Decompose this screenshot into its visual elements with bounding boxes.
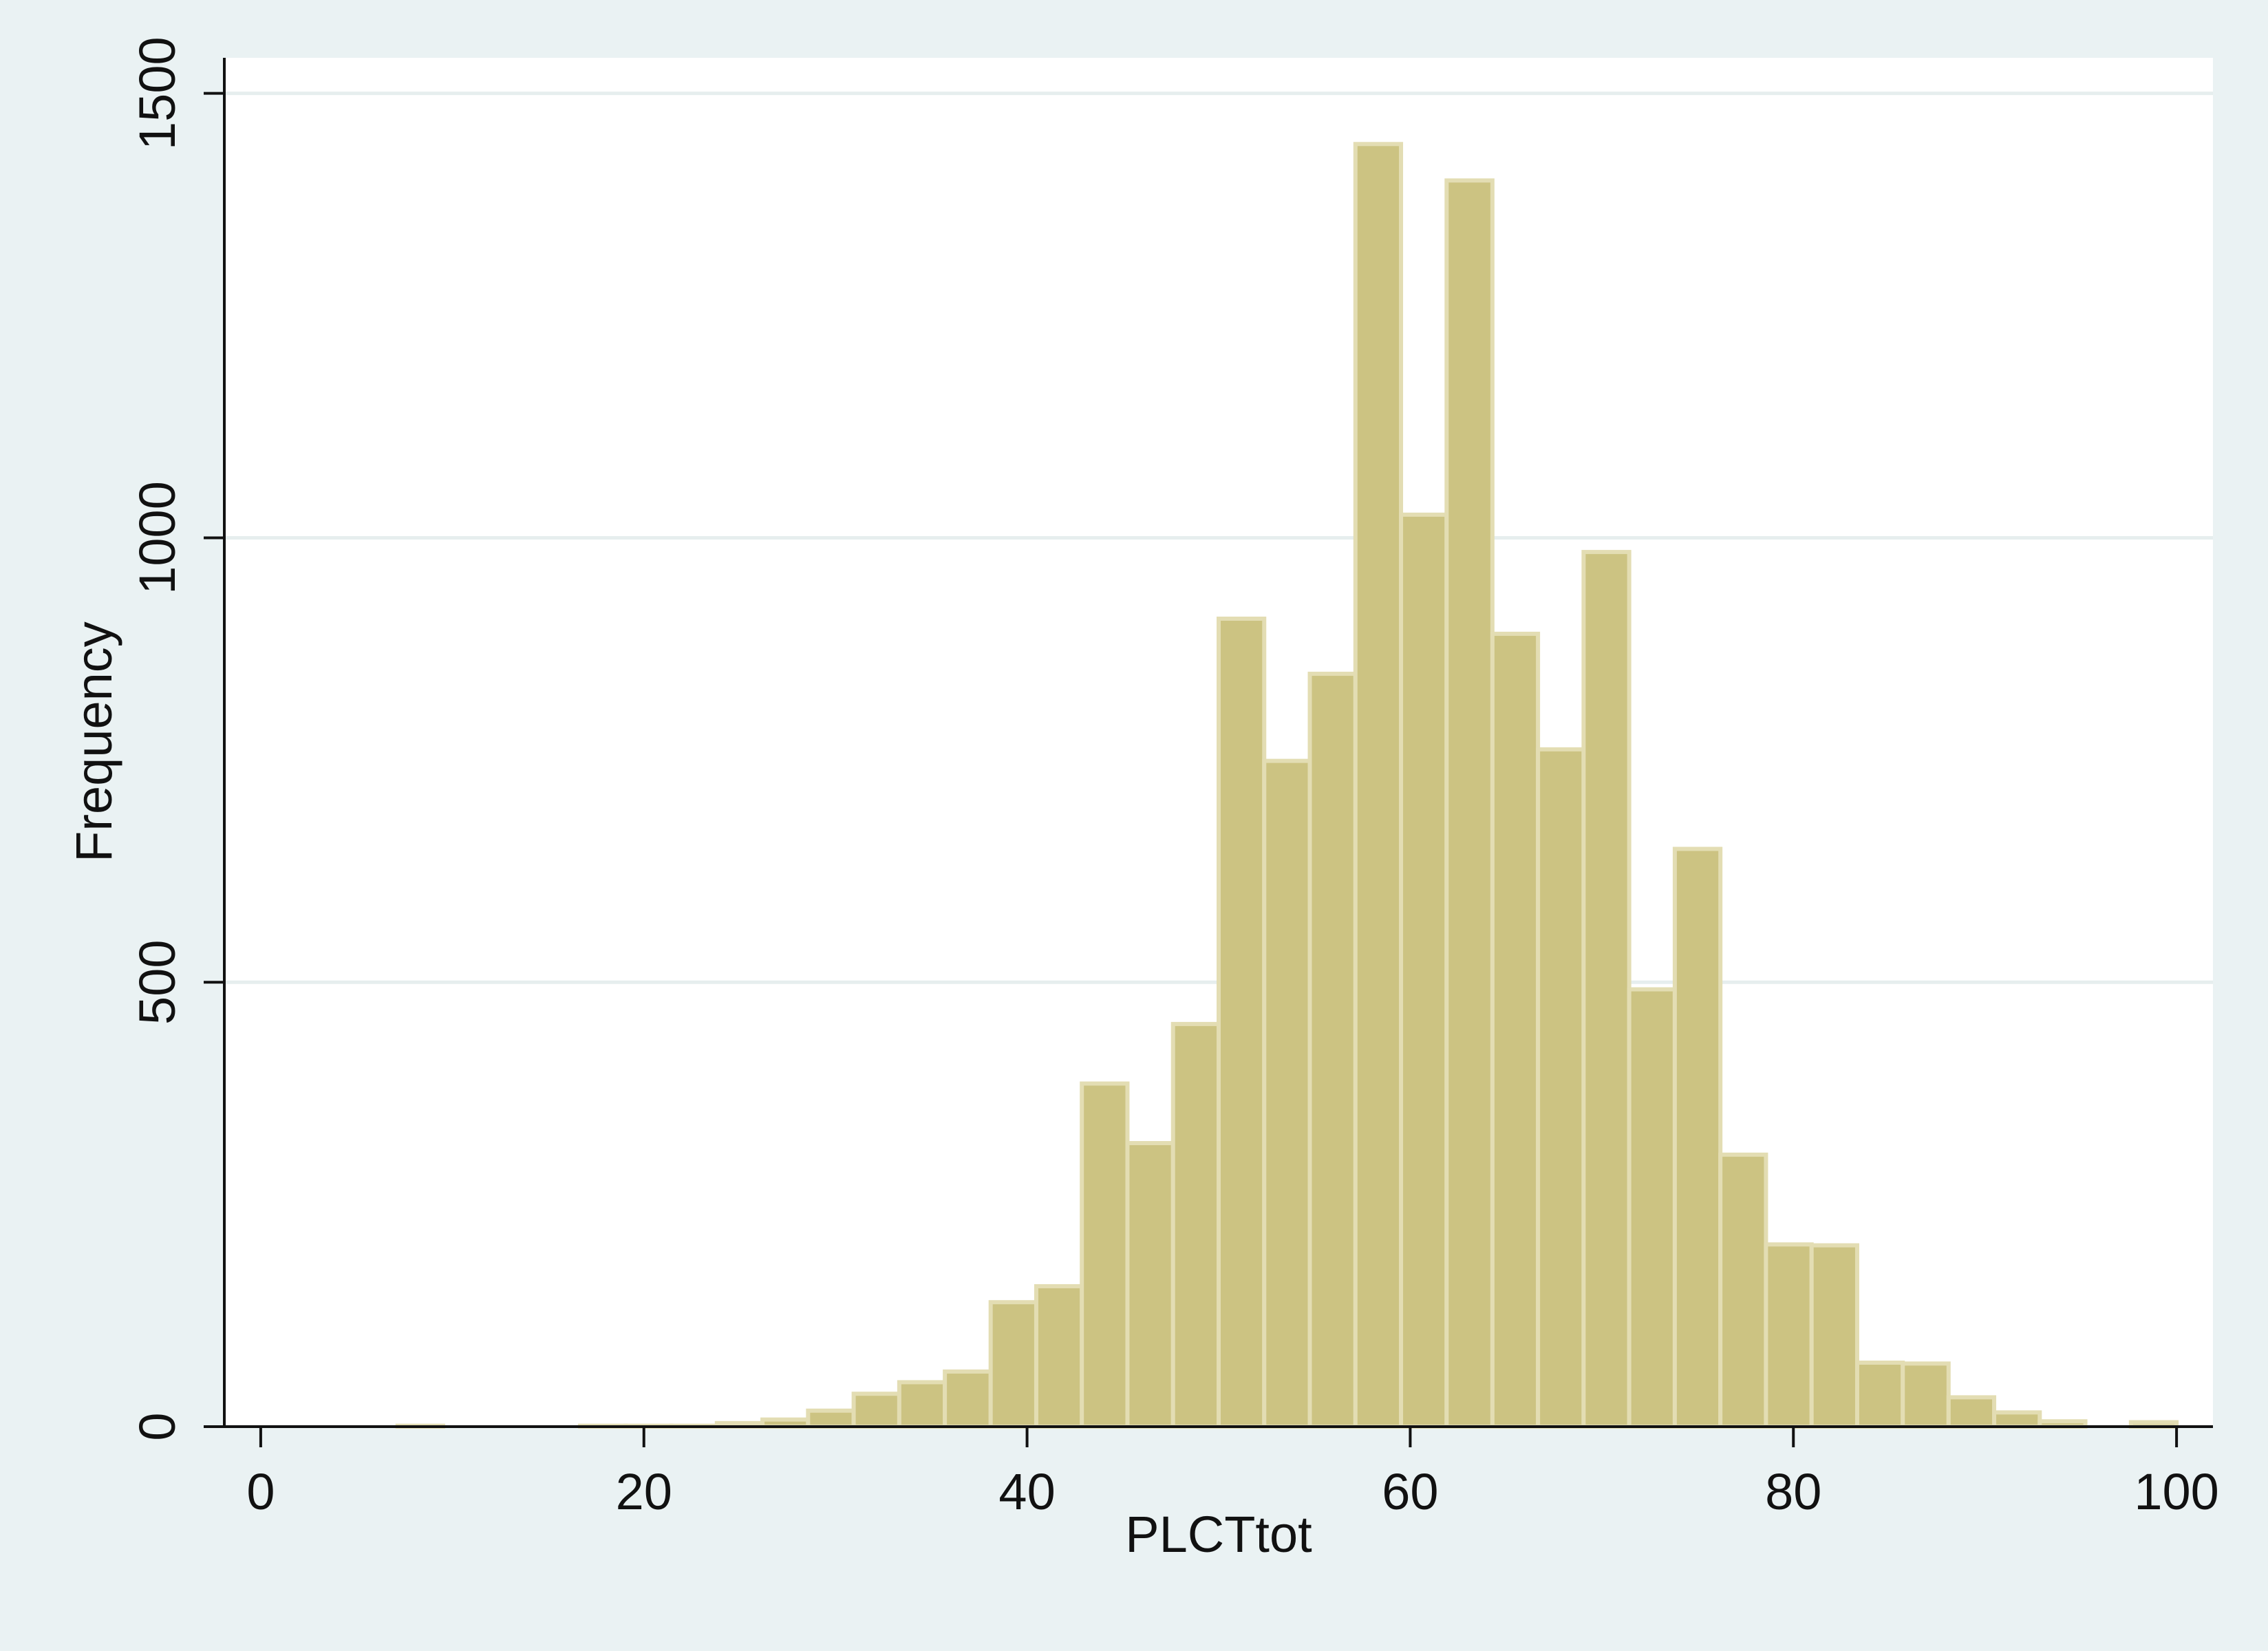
- bar: [1854, 1361, 1905, 1429]
- axes: 0 500 1000 1500 0 20 40 60 80 100: [129, 36, 2219, 1520]
- bar: [1125, 1140, 1175, 1429]
- bar: [1992, 1410, 2042, 1429]
- bar: [1809, 1243, 1859, 1429]
- bar: [897, 1380, 948, 1429]
- x-tick-label: 100: [2134, 1463, 2218, 1520]
- bar: [988, 1300, 1038, 1429]
- x-tick-label: 60: [1382, 1463, 1438, 1520]
- y-tick-label: 500: [129, 939, 186, 1024]
- bar: [1581, 550, 1632, 1429]
- bar: [1718, 1152, 1768, 1429]
- bar: [1262, 758, 1312, 1429]
- bar: [943, 1369, 993, 1429]
- bar: [1901, 1361, 1951, 1429]
- x-tick-label: 0: [246, 1463, 275, 1520]
- bar: [1170, 1021, 1221, 1429]
- bar: [1217, 616, 1267, 1429]
- bar: [851, 1392, 901, 1429]
- bar: [1536, 747, 1586, 1429]
- bar: [1399, 512, 1449, 1429]
- x-tick-label: 80: [1765, 1463, 1821, 1520]
- bar: [1353, 142, 1404, 1429]
- bar: [1490, 631, 1541, 1429]
- y-axis-label: Frequency: [65, 621, 122, 862]
- y-tick-label: 1000: [129, 481, 186, 595]
- x-tick-label: 40: [998, 1463, 1055, 1520]
- x-axis-label: PLCTtot: [1125, 1506, 1312, 1563]
- bar: [1764, 1242, 1814, 1429]
- x-tick-label: 20: [616, 1463, 672, 1520]
- y-tick-label: 0: [129, 1412, 186, 1440]
- bar: [1307, 672, 1358, 1429]
- bar: [1080, 1081, 1130, 1429]
- bar: [1627, 987, 1677, 1429]
- bar: [1946, 1395, 1997, 1429]
- bar: [1444, 178, 1495, 1429]
- bar: [1034, 1283, 1084, 1429]
- bar: [1672, 846, 1723, 1429]
- bar: [806, 1408, 856, 1429]
- y-tick-label: 1500: [129, 36, 186, 150]
